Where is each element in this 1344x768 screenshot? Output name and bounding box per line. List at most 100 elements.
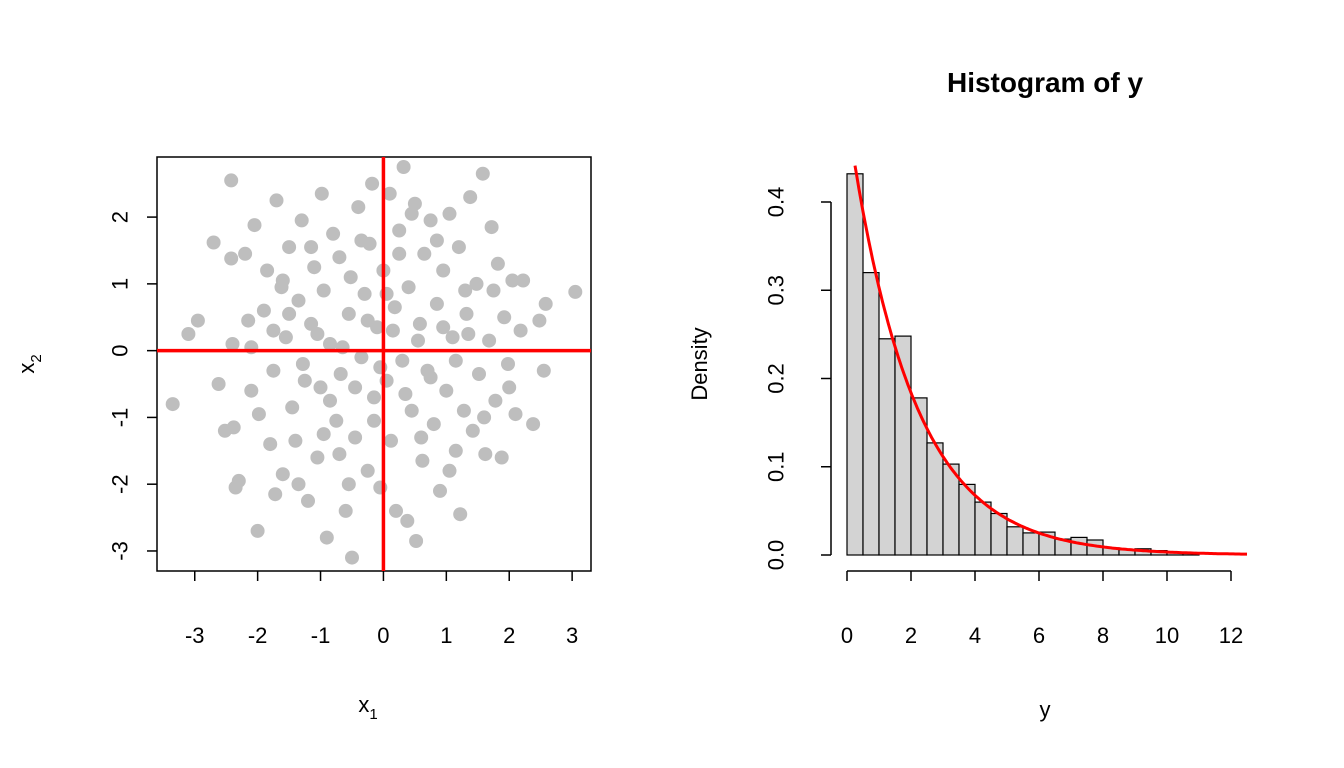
histogram-y-axis-label: Density: [687, 327, 712, 400]
histogram-title: Histogram of y: [947, 67, 1143, 98]
scatter-point: [448, 443, 463, 458]
scatter-point: [291, 293, 306, 308]
y-tick-label: -1: [108, 408, 133, 428]
scatter-point: [477, 410, 492, 425]
y-tick-label: -3: [108, 541, 133, 561]
x-tick-label: 2: [503, 623, 515, 648]
scatter-point: [429, 233, 444, 248]
scatter-point: [304, 316, 319, 331]
scatter-point: [278, 330, 293, 345]
scatter-point: [453, 507, 468, 522]
scatter-point: [389, 503, 403, 518]
scatter-point: [332, 250, 347, 265]
x-tick-label: 6: [1033, 623, 1045, 648]
x-tick-label: 2: [905, 623, 917, 648]
scatter-point: [326, 226, 341, 241]
scatter-point: [384, 433, 398, 448]
scatter-point: [423, 370, 438, 385]
scatter-point: [536, 363, 551, 378]
scatter-plot-box: [156, 156, 592, 572]
scatter-point: [348, 430, 363, 445]
scatter-point: [387, 300, 402, 315]
scatter-point: [329, 413, 344, 428]
scatter-point: [404, 206, 419, 221]
scatter-point: [414, 430, 429, 445]
scatter-point: [439, 383, 454, 398]
scatter-point: [319, 530, 334, 545]
reference-lines: [157, 157, 591, 571]
scatter-point: [226, 420, 241, 435]
scatter-point: [532, 313, 547, 328]
scatter-point: [404, 403, 419, 418]
scatter-point: [488, 393, 503, 408]
scatter-point: [316, 283, 331, 298]
y-tick-label: 1: [108, 278, 133, 290]
scatter-point: [310, 450, 325, 465]
scatter-point: [165, 397, 180, 412]
scatter-point: [351, 200, 366, 215]
scatter-point: [301, 493, 315, 508]
scatter-point: [505, 273, 520, 288]
scatter-point: [497, 310, 512, 325]
scatter-point: [508, 407, 523, 422]
scatter-point: [478, 447, 493, 462]
x-tick-label: 4: [969, 623, 981, 648]
y-tick-label: 0: [108, 345, 133, 357]
scatter-point: [385, 323, 400, 338]
histogram-x-axis-label: y: [1040, 697, 1051, 722]
scatter-point: [345, 550, 359, 565]
histogram-bar: [990, 512, 1008, 556]
scatter-point: [348, 380, 363, 395]
scatter-point: [373, 360, 388, 375]
scatter-point: [400, 513, 415, 528]
histogram-bar: [862, 272, 880, 556]
scatter-point: [263, 437, 278, 452]
scatter-point: [333, 367, 348, 381]
histogram-bar: [846, 173, 864, 556]
scatter-point: [445, 330, 460, 345]
scatter-point: [423, 213, 438, 228]
x-tick-label: 10: [1155, 623, 1179, 648]
scatter-points: [165, 160, 583, 565]
scatter-point: [568, 284, 583, 299]
scatter-point: [224, 173, 239, 188]
scatter-point: [250, 523, 265, 538]
x-tick-label: -1: [311, 623, 331, 648]
scatter-point: [247, 218, 262, 233]
scatter-point: [251, 407, 266, 422]
scatter-point: [282, 306, 297, 321]
scatter-point: [294, 213, 309, 228]
scatter-point: [256, 303, 271, 318]
histogram-panel: Histogram of y 0 2 4 6 8 10 12 0.0 0.1 0.2 0.3 0.4…: [687, 67, 1247, 722]
x-tick-label: 0: [377, 623, 389, 648]
x-tick-label: 3: [566, 623, 578, 648]
y-tick-label: -2: [108, 474, 133, 494]
y-tick-label: 0.0: [764, 540, 789, 571]
scatter-point: [502, 380, 517, 395]
y-tick-label: 2: [108, 211, 133, 223]
scatter-point: [365, 176, 380, 191]
scatter-point: [411, 333, 425, 348]
scatter-point: [282, 240, 297, 255]
scatter-point: [211, 377, 226, 391]
scatter-point: [486, 283, 501, 298]
scatter-point: [412, 316, 427, 331]
scatter-point: [323, 393, 337, 408]
y-tick-label: 0.1: [764, 451, 789, 482]
scatter-point: [297, 373, 312, 388]
histogram-bar: [1022, 532, 1040, 556]
scatter-point: [238, 246, 253, 261]
histogram-bar: [878, 338, 896, 556]
scatter-point: [401, 280, 416, 295]
scatter-point: [304, 240, 319, 255]
scatter-point: [341, 306, 356, 321]
scatter-point: [456, 403, 471, 418]
x-tick-label: 12: [1219, 623, 1243, 648]
scatter-point: [314, 186, 329, 201]
scatter-point: [291, 477, 306, 492]
scatter-point: [526, 417, 541, 432]
scatter-point: [436, 320, 451, 335]
scatter-point: [206, 235, 221, 250]
scatter-point: [367, 390, 381, 405]
